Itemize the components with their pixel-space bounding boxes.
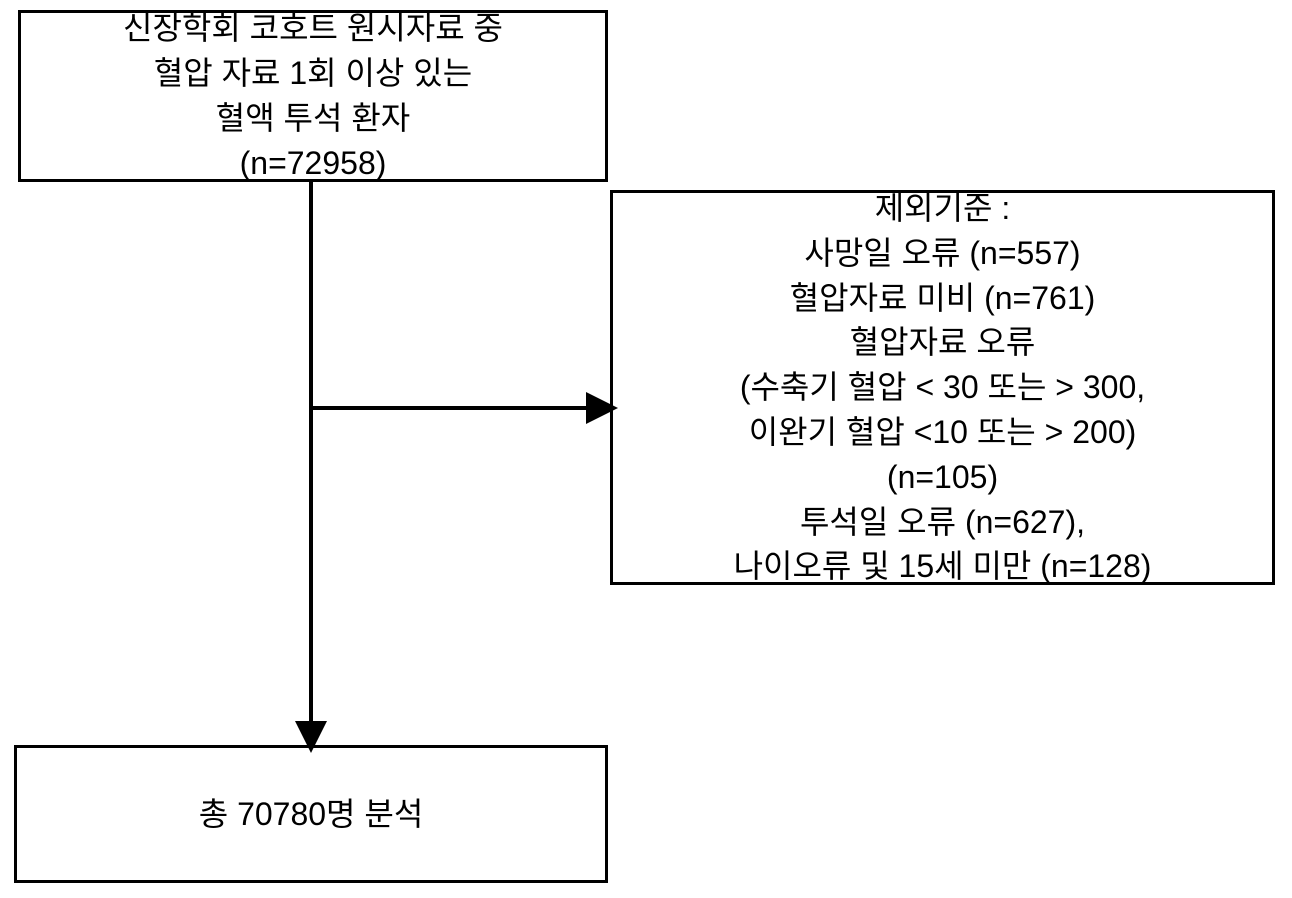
flowchart-edges (0, 0, 1292, 898)
flowchart-container: 신장학회 코호트 원시자료 중 혈압 자료 1회 이상 있는 혈액 투석 환자 … (0, 0, 1292, 898)
